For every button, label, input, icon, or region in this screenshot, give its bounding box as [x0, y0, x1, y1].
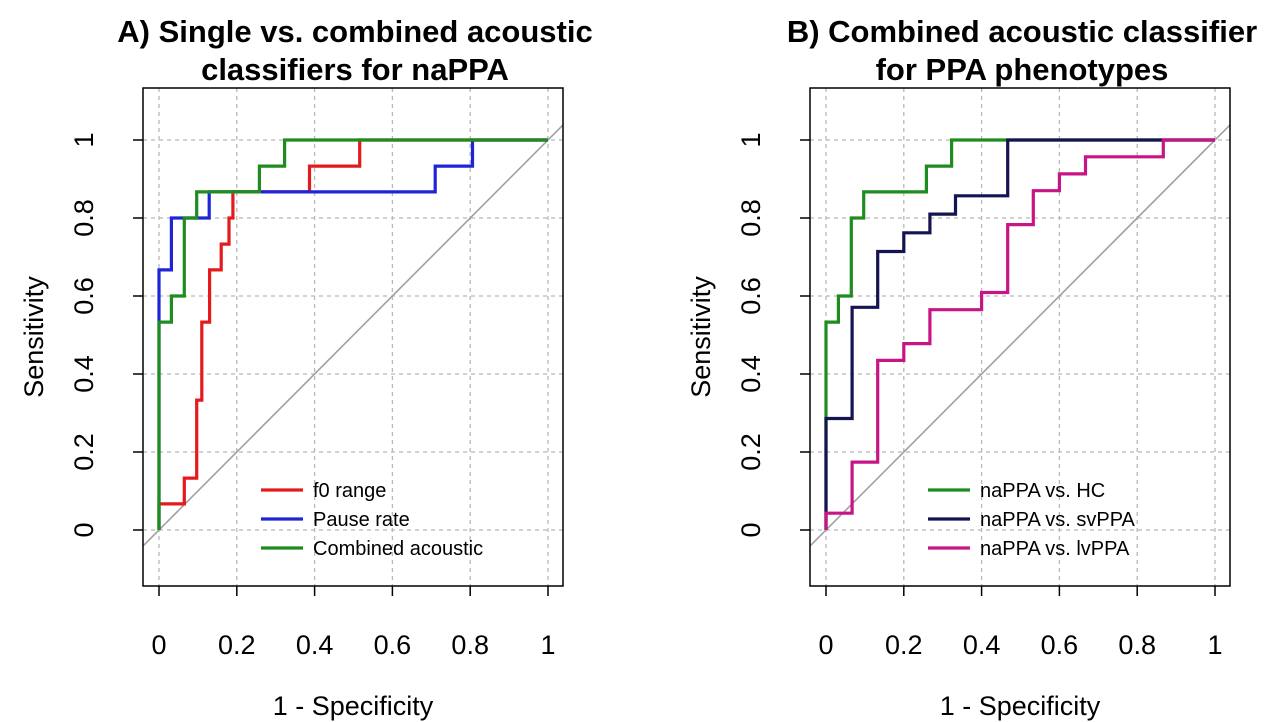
y-tick-label: 0.4: [69, 355, 99, 393]
panel-a: A) Single vs. combined acousticclassifie…: [19, 14, 593, 721]
legend-label: naPPA vs. lvPPA: [980, 538, 1130, 560]
x-tick-label: 0.4: [963, 630, 1001, 660]
chart-title-line-1: A) Single vs. combined acoustic: [117, 14, 592, 49]
legend: f0 range Pause rate Combined acoustic: [261, 480, 483, 560]
y-tick-label: 0.2: [736, 433, 766, 471]
series-line-nappa-vs-lvppa: [824, 138, 1215, 530]
legend-label: naPPA vs. svPPA: [980, 509, 1136, 531]
reference-diagonal-line: [143, 123, 563, 547]
plot-frame: [809, 87, 1231, 587]
y-axis: 0 0.2 0.4 0.6 0.8 1: [69, 132, 143, 538]
x-tick-label: 0.8: [1118, 630, 1156, 660]
y-tick-label: 0.6: [69, 277, 99, 315]
y-tick-label: 0.8: [736, 199, 766, 237]
reference-diagonal-line: [810, 123, 1230, 547]
y-tick-label: 1: [736, 132, 766, 147]
x-axis: 0 0.2 0.4 0.6 0.8 1: [818, 586, 1223, 660]
chart-title-line-1: B) Combined acoustic classifier: [787, 14, 1257, 49]
series-line-f0-range: [157, 138, 548, 530]
x-tick-label: 1: [540, 630, 555, 660]
y-tick-label: 0: [69, 522, 99, 537]
y-tick-label: 0.6: [736, 277, 766, 315]
x-tick-label: 0.4: [296, 630, 334, 660]
x-axis-label: 1 - Specificity: [940, 691, 1101, 721]
x-tick-label: 1: [1207, 630, 1222, 660]
x-tick-label: 0: [818, 630, 833, 660]
grid-lines: [143, 88, 563, 586]
legend-label: naPPA vs. HC: [980, 480, 1105, 502]
y-axis-label: Sensitivity: [686, 276, 716, 398]
x-tick-label: 0.6: [1041, 630, 1079, 660]
x-axis-label: 1 - Specificity: [273, 691, 434, 721]
legend-label: Pause rate: [313, 509, 410, 531]
x-tick-label: 0: [151, 630, 166, 660]
legend: naPPA vs. HC naPPA vs. svPPA naPPA vs. lvP…: [928, 480, 1136, 560]
x-tick-label: 0.8: [451, 630, 489, 660]
legend-label: Combined acoustic: [313, 538, 483, 560]
x-axis: 0 0.2 0.4 0.6 0.8 1: [151, 586, 556, 660]
plot-frame: [142, 87, 564, 587]
y-axis-label: Sensitivity: [19, 276, 49, 398]
y-tick-label: 0.4: [736, 355, 766, 393]
series-line-nappa-vs-svppa: [824, 138, 1215, 530]
series-line-nappa-vs-hc: [824, 138, 1215, 530]
x-tick-label: 0.2: [218, 630, 256, 660]
y-axis: 0 0.2 0.4 0.6 0.8 1: [736, 132, 810, 538]
legend-label: f0 range: [313, 480, 386, 502]
y-tick-label: 0.8: [69, 199, 99, 237]
x-tick-label: 0.6: [374, 630, 412, 660]
chart-title-line-2: for PPA phenotypes: [876, 52, 1169, 87]
y-tick-label: 0: [736, 522, 766, 537]
x-tick-label: 0.2: [885, 630, 923, 660]
y-tick-label: 1: [69, 132, 99, 147]
chart-title-line-2: classifiers for naPPA: [201, 52, 509, 87]
series-line-combined-acoustic: [157, 138, 548, 530]
y-tick-label: 0.2: [69, 433, 99, 471]
